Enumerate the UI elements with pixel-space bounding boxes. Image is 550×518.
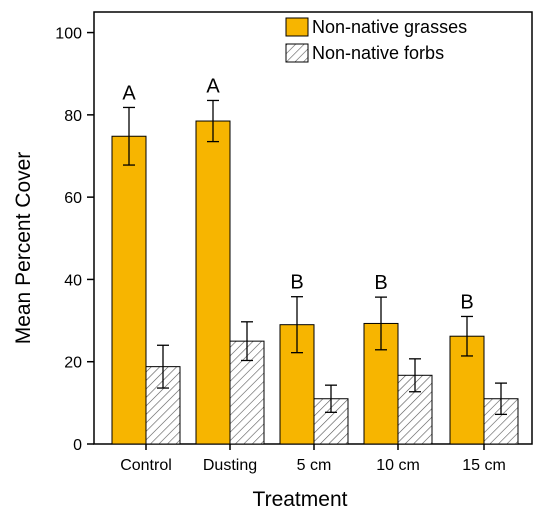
x-tick-label: Control <box>120 457 172 474</box>
y-tick-label: 40 <box>64 272 82 289</box>
significance-letter: A <box>206 75 220 97</box>
y-axis-title: Mean Percent Cover <box>12 152 35 345</box>
plot-area: 0 20 40 60 80 100 A Control A Dusting B 5 cm B 10 cm B… <box>55 11 533 474</box>
legend-swatch <box>285 43 309 63</box>
bar-grasses <box>111 135 147 445</box>
x-tick-label: Dusting <box>203 457 257 474</box>
y-tick-label: 20 <box>64 355 82 372</box>
significance-letter: B <box>460 291 473 313</box>
bar-grasses <box>195 120 231 445</box>
legend-swatch <box>285 17 309 37</box>
x-axis-title: Treatment <box>253 488 348 511</box>
y-tick-label: 100 <box>55 26 82 43</box>
significance-letter: B <box>374 272 387 294</box>
legend-label: Non-native grasses <box>312 17 467 37</box>
y-tick-label: 80 <box>64 108 82 125</box>
x-tick-label: 15 cm <box>462 457 506 474</box>
x-tick-label: 10 cm <box>376 457 420 474</box>
y-tick-label: 60 <box>64 190 82 207</box>
significance-letter: A <box>122 82 136 104</box>
x-tick-label: 5 cm <box>297 457 332 474</box>
significance-letter: B <box>290 272 303 294</box>
legend-label: Non-native forbs <box>312 43 444 63</box>
bar-forbs <box>313 398 349 445</box>
y-tick-label: 0 <box>73 437 82 454</box>
